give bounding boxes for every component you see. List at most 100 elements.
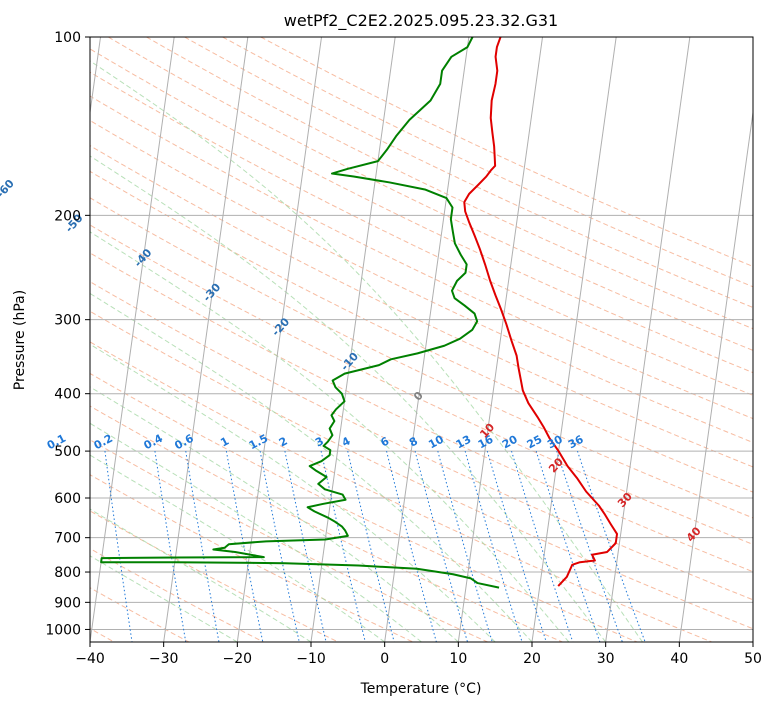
mixing-ratio-label: 0.4 (142, 432, 166, 453)
mixing-ratio-line (259, 451, 300, 642)
moist-adiabat (90, 343, 496, 642)
y-tick-label: 800 (54, 565, 81, 581)
reference-labels: 0.10.20.40.611.52346810131620253036-100-… (0, 177, 704, 545)
mixing-ratio-label: 1 (218, 434, 231, 449)
mixing-ratio-line (104, 451, 133, 642)
background-lines (90, 37, 753, 642)
mixing-ratio-line (556, 450, 623, 642)
x-axis-label: Temperature (°C) (360, 681, 482, 697)
mixing-ratio-line (386, 450, 437, 642)
mixing-ratio-line (320, 450, 366, 642)
dry-adiabat (108, 37, 753, 351)
mixing-ratio-label: 25 (525, 433, 545, 452)
dry-adiabat (90, 145, 753, 468)
moist-adiabat (90, 155, 607, 642)
y-tick-label: 200 (54, 208, 81, 224)
isotherm (752, 638, 753, 642)
x-tick-label: 10 (449, 651, 467, 667)
plot-frame (89, 36, 754, 643)
mixing-ratio-line (464, 450, 523, 642)
isotherm (90, 37, 175, 642)
y-axis: 100 200 300 400 500 600 700 800 900 1000 (45, 30, 90, 638)
dewpoint-line (100, 37, 500, 589)
mixing-ratio-line (225, 451, 264, 642)
dry-adiabat (90, 510, 339, 642)
mixing-ratio-line (154, 451, 187, 642)
mixing-ratio-label: 13 (454, 433, 474, 452)
x-tick-label: 40 (670, 651, 688, 667)
x-tick-label: 30 (597, 651, 615, 667)
dry-adiabat (90, 170, 753, 493)
y-tick-label: 300 (54, 313, 81, 329)
x-tick-label: 0 (380, 651, 389, 667)
dry-adiabat (90, 587, 190, 642)
isotherm (163, 37, 249, 642)
moist-adiabat (90, 454, 385, 642)
mixing-ratio-line (185, 451, 220, 642)
isotherm (310, 37, 396, 642)
dry-adiabat (90, 405, 563, 642)
isotherm (457, 37, 544, 642)
mixing-ratio-line (486, 450, 547, 642)
dry-adiabat (90, 341, 712, 642)
moist-adiabat (90, 292, 533, 642)
dry-adiabat-label: -20 (269, 315, 292, 339)
isotherm (236, 37, 323, 642)
moist-adiabat (90, 422, 422, 642)
dry-adiabat-label: 30 (615, 490, 635, 510)
chart-title: wetPf2_C2E2.2025.095.23.32.G31 (284, 11, 558, 31)
dry-adiabat (90, 252, 753, 573)
isotherm (678, 108, 753, 642)
dry-adiabat (90, 197, 753, 519)
moist-adiabat (90, 555, 238, 642)
mixing-ratio-line (284, 451, 327, 642)
mixing-ratio-label: 8 (407, 434, 420, 449)
dry-adiabat (90, 224, 753, 545)
isotherm (605, 37, 691, 642)
mixing-ratio-label: 2 (277, 434, 290, 449)
dry-adiabat (90, 372, 638, 642)
moist-adiabat (90, 231, 570, 642)
moist-adiabat (90, 60, 643, 642)
isotherm (531, 37, 617, 642)
dry-adiabat (90, 95, 753, 420)
dry-adiabat (222, 37, 753, 288)
mixing-ratio-label: 36 (566, 433, 586, 452)
temperature-line (463, 37, 619, 587)
dry-adiabat (90, 310, 753, 630)
x-tick-label: −20 (223, 651, 253, 667)
dry-adiabat-label: -30 (200, 280, 223, 304)
x-tick-label: −30 (149, 651, 179, 667)
x-tick-label: 50 (744, 651, 762, 667)
y-tick-label: 100 (54, 30, 81, 46)
y-tick-label: 1000 (45, 622, 81, 638)
mixing-ratio-label: 4 (340, 434, 353, 449)
mixing-ratio-label: 30 (545, 433, 565, 452)
mixing-ratio-line (414, 450, 468, 642)
dry-adiabat-label: -60 (0, 177, 17, 201)
mixing-ratio-label: 6 (378, 434, 391, 449)
mixing-ratio-label: 10 (426, 433, 446, 452)
y-tick-label: 500 (54, 444, 81, 460)
dry-adiabat (90, 474, 414, 642)
dry-adiabat (90, 119, 753, 444)
x-tick-label: −10 (296, 651, 326, 667)
mixing-ratio-label: 16 (476, 433, 496, 452)
mixing-ratio-label: 0.2 (92, 432, 115, 453)
mixing-ratio-line (437, 450, 493, 642)
dry-adiabat (90, 281, 753, 601)
x-tick-label: −40 (75, 651, 105, 667)
isotherm (384, 37, 470, 642)
x-axis: −40 −30 −20 −10 0 10 20 30 40 50 (75, 642, 762, 667)
mixing-ratio-line (511, 450, 574, 642)
mixing-ratio-line (576, 450, 646, 642)
moist-adiabat (90, 508, 312, 642)
dry-adiabat (260, 37, 753, 267)
mixing-ratio-line (535, 450, 601, 642)
y-tick-label: 400 (54, 387, 81, 403)
y-axis-label: Pressure (hPa) (12, 290, 28, 390)
mixing-ratio-line (347, 450, 395, 642)
moist-adiabat (90, 386, 459, 642)
x-tick-label: 20 (523, 651, 541, 667)
dry-adiabat (90, 439, 488, 642)
